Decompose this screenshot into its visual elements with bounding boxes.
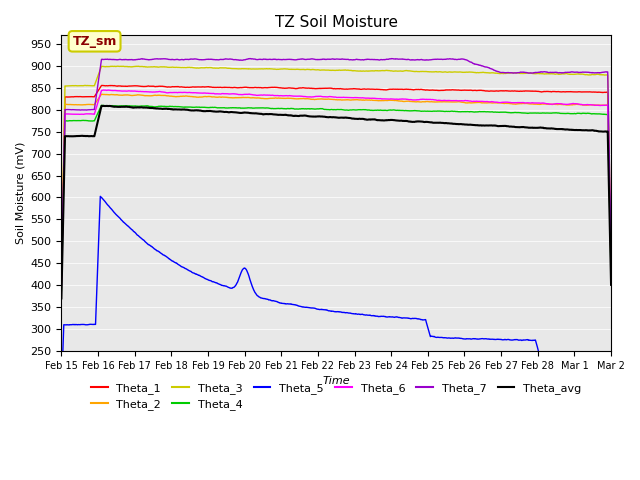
Y-axis label: Soil Moisture (mV): Soil Moisture (mV)	[15, 142, 25, 244]
Legend: Theta_1, Theta_2, Theta_3, Theta_4, Theta_5, Theta_6, Theta_7, Theta_avg: Theta_1, Theta_2, Theta_3, Theta_4, Thet…	[86, 378, 586, 415]
Title: TZ Soil Moisture: TZ Soil Moisture	[275, 15, 397, 30]
Text: TZ_sm: TZ_sm	[72, 35, 116, 48]
X-axis label: Time: Time	[323, 376, 350, 386]
